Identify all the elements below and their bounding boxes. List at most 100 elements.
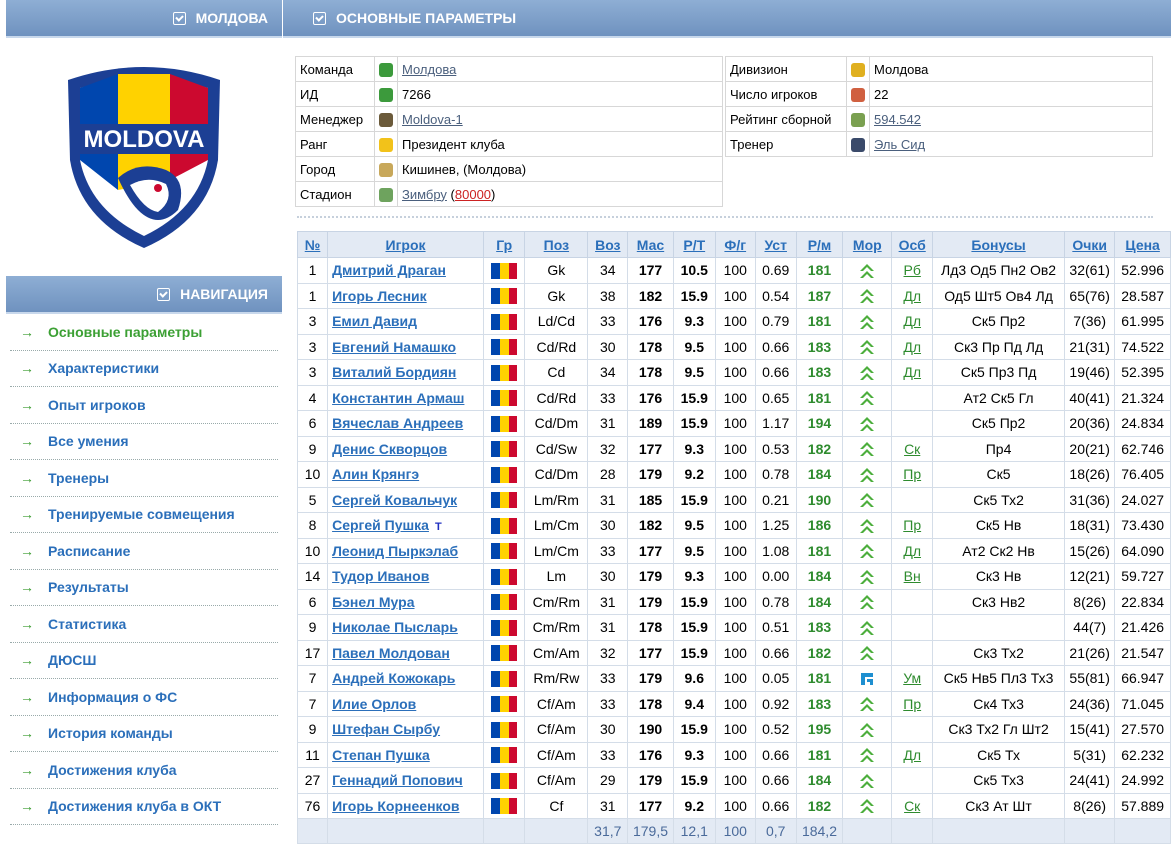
column-header[interactable]: Р/м bbox=[795, 231, 844, 258]
player-name-link[interactable]: Емил Давид bbox=[327, 308, 485, 335]
player-name-link[interactable]: Штефан Сырбу bbox=[327, 716, 485, 743]
column-header[interactable]: Игрок bbox=[327, 231, 485, 258]
info-label: Число игроков bbox=[725, 81, 847, 107]
stadium-link[interactable]: Зимбру bbox=[402, 186, 447, 202]
player-mastery: 178 bbox=[627, 690, 674, 717]
player-name-link[interactable]: Денис Скворцов bbox=[327, 435, 485, 462]
info-left-row: Команда Молдова bbox=[295, 56, 723, 82]
player-rt: 9.5 bbox=[672, 359, 716, 386]
player-name-link[interactable]: Вячеслав Андреев bbox=[327, 410, 485, 437]
column-header[interactable]: Ф/г bbox=[714, 231, 756, 258]
column-header[interactable]: № bbox=[296, 231, 329, 258]
info-value: 22 bbox=[869, 81, 1153, 107]
rank-star-icon bbox=[374, 131, 398, 157]
player-special-link bbox=[891, 767, 934, 794]
nav-item[interactable]: → Достижения клуба bbox=[10, 752, 278, 789]
player-name-link[interactable]: Игорь Лесник bbox=[327, 282, 485, 309]
player-name-link[interactable]: Илие Орлов bbox=[327, 690, 485, 717]
player-name-link[interactable]: Игорь Корнеенков bbox=[327, 792, 485, 819]
player-special-link[interactable]: Дл bbox=[891, 282, 934, 309]
nav-item[interactable]: → Расписание bbox=[10, 533, 278, 570]
nav-item-label: Достижения клуба в ОКТ bbox=[48, 798, 222, 815]
player-name-link[interactable]: Дмитрий Драган bbox=[327, 257, 485, 284]
column-header[interactable]: Цена bbox=[1114, 231, 1171, 258]
info-value[interactable]: 594.542 bbox=[869, 106, 1153, 132]
nav-item[interactable]: → Статистика bbox=[10, 606, 278, 643]
player-special-link[interactable]: Дл bbox=[891, 308, 934, 335]
nav-item[interactable]: → Тренеры bbox=[10, 460, 278, 497]
info-value-link[interactable]: Молдова bbox=[402, 61, 457, 77]
player-position: Cm/Rm bbox=[524, 588, 589, 615]
player-special-link[interactable]: Пр bbox=[891, 512, 934, 539]
player-special-link[interactable]: Рб bbox=[891, 257, 934, 284]
info-table-left: Команда Молдова ИД 7266 Менеджер Moldova-1 Ран… bbox=[295, 56, 723, 207]
player-name-link[interactable]: Степан Пушка bbox=[327, 741, 485, 768]
column-header[interactable]: Уст bbox=[754, 231, 797, 258]
column-header[interactable]: Гр bbox=[483, 231, 526, 258]
player-name-link[interactable]: Тудор Иванов bbox=[327, 563, 485, 590]
player-row: 7 Илие Орлов Cf/Am 33 178 9.4 100 0.92 183 Пр Ск4 … bbox=[296, 690, 1171, 717]
player-special-link[interactable]: Дл bbox=[891, 359, 934, 386]
nav-item[interactable]: → Тренируемые совмещения bbox=[10, 497, 278, 533]
nav-item[interactable]: → Достижения клуба в ОКТ bbox=[10, 789, 278, 825]
player-bonuses: Ск3 Тх2 Гл Шт2 bbox=[932, 716, 1066, 743]
player-name-link[interactable]: Бэнел Мура bbox=[327, 588, 485, 615]
column-header[interactable]: Осб bbox=[891, 231, 934, 258]
info-value-link[interactable]: Moldova-1 bbox=[402, 111, 463, 127]
player-row: 3 Емил Давид Ld/Cd 33 176 9.3 100 0.79 181 Дл Ск5 … bbox=[296, 308, 1171, 335]
nav-item[interactable]: → ДЮСШ bbox=[10, 643, 278, 679]
player-special-link[interactable]: Ск bbox=[891, 792, 934, 819]
column-header[interactable]: Мор bbox=[842, 231, 893, 258]
player-price: 62.232 bbox=[1114, 741, 1171, 768]
column-header[interactable]: Бонусы bbox=[932, 231, 1066, 258]
player-form: 100 bbox=[714, 588, 756, 615]
stadium-capacity-link[interactable]: 80000 bbox=[454, 186, 492, 202]
player-rt: 15.9 bbox=[672, 767, 716, 794]
player-name-link[interactable]: Алин Крянгэ bbox=[327, 461, 485, 488]
nav-item-label: Опыт игроков bbox=[48, 396, 146, 413]
info-value[interactable]: Молдова bbox=[397, 56, 723, 82]
player-name-link[interactable]: Леонид Пыркэлаб bbox=[327, 537, 485, 564]
column-header[interactable]: Р/Т bbox=[672, 231, 716, 258]
column-header[interactable]: Очки bbox=[1064, 231, 1116, 258]
player-special-link[interactable]: Пр bbox=[891, 690, 934, 717]
column-header[interactable]: Воз bbox=[587, 231, 629, 258]
player-name-link[interactable]: Павел Молдован bbox=[327, 639, 485, 666]
info-value[interactable]: Эль Сид bbox=[869, 131, 1153, 157]
nav-item[interactable]: → История команды bbox=[10, 716, 278, 752]
player-name-link[interactable]: Андрей Кожокарь bbox=[327, 665, 485, 692]
nav-item[interactable]: → Результаты bbox=[10, 570, 278, 606]
info-value-link[interactable]: Эль Сид bbox=[874, 136, 926, 152]
nav-item[interactable]: → Основные параметры bbox=[10, 314, 278, 351]
player-special-link[interactable]: Дл bbox=[891, 741, 934, 768]
player-age: 31 bbox=[587, 792, 629, 819]
nav-item[interactable]: → Информация о ФС bbox=[10, 679, 278, 716]
info-value[interactable]: Moldova-1 bbox=[397, 106, 723, 132]
player-price: 59.727 bbox=[1114, 563, 1171, 590]
player-special-link[interactable]: Ум bbox=[891, 665, 934, 692]
nav-item[interactable]: → Все умения bbox=[10, 424, 278, 460]
player-form: 100 bbox=[714, 333, 756, 360]
column-header[interactable]: Мас bbox=[627, 231, 674, 258]
column-header[interactable]: Поз bbox=[524, 231, 589, 258]
nav-item[interactable]: → Опыт игроков bbox=[10, 387, 278, 424]
player-name-link[interactable]: Константин Армаш bbox=[327, 384, 485, 411]
info-value-link[interactable]: 594.542 bbox=[874, 111, 921, 127]
player-price: 74.522 bbox=[1114, 333, 1171, 360]
player-name-link[interactable]: Виталий Бордиян bbox=[327, 359, 485, 386]
player-rt: 9.3 bbox=[672, 563, 716, 590]
player-name-link[interactable]: Евгений Намашко bbox=[327, 333, 485, 360]
player-special-link[interactable]: Ск bbox=[891, 435, 934, 462]
player-special-link[interactable]: Пр bbox=[891, 461, 934, 488]
nav-item[interactable]: → Характеристики bbox=[10, 351, 278, 387]
player-special-link[interactable]: Дл bbox=[891, 333, 934, 360]
player-name-link[interactable]: Сергей Ковальчук bbox=[327, 486, 485, 513]
player-real-mastery: 182 bbox=[795, 792, 844, 819]
nav-menu: → Основные параметры → Характеристики → Опыт … bbox=[6, 314, 282, 825]
player-special-link[interactable]: Вн bbox=[891, 563, 934, 590]
info-label: Тренер bbox=[725, 131, 847, 157]
player-name-link[interactable]: Сергей Пушка T bbox=[327, 512, 485, 539]
player-name-link[interactable]: Геннадий Попович bbox=[327, 767, 485, 794]
player-special-link[interactable]: Дл bbox=[891, 537, 934, 564]
player-name-link[interactable]: Николае Пысларь bbox=[327, 614, 485, 641]
